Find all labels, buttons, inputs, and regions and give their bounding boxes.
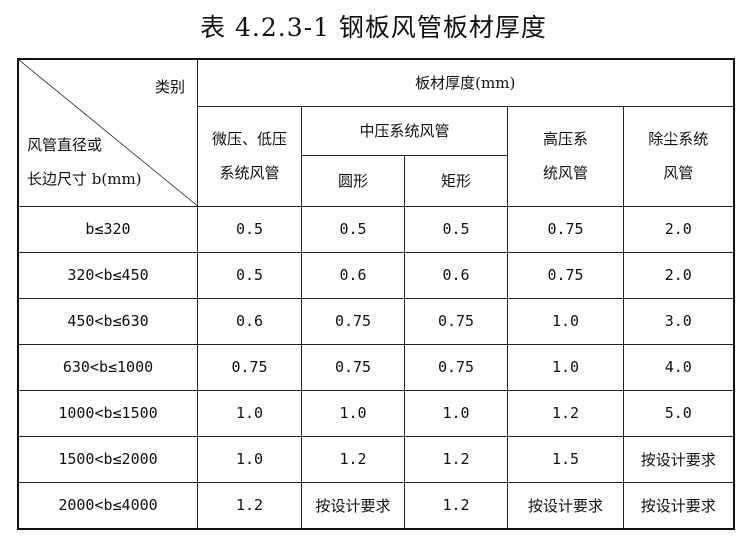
diagonal-line bbox=[19, 60, 197, 206]
dust-removal-header: 除尘系统风管 bbox=[623, 105, 734, 207]
high-pressure-cell: 按设计要求 bbox=[507, 481, 624, 529]
medium-round-cell: 0.75 bbox=[301, 297, 405, 345]
high-pressure-cell: 1.5 bbox=[507, 435, 624, 483]
medium-round-cell: 0.5 bbox=[301, 205, 405, 253]
dust-removal-cell: 按设计要求 bbox=[623, 435, 734, 483]
diagonal-header-cell: 类别 风管直径或 长边尺寸 b(mm) bbox=[17, 58, 198, 207]
size-range-cell: 2000<b≤4000 bbox=[17, 481, 198, 529]
size-range-cell: 1500<b≤2000 bbox=[17, 435, 198, 483]
size-range-cell: 450<b≤630 bbox=[17, 297, 198, 345]
dust-removal-cell: 4.0 bbox=[623, 343, 734, 391]
table-title: 表 4.2.3-1 钢板风管板材厚度 bbox=[200, 13, 547, 42]
steel-duct-thickness-table: 类别 风管直径或 长边尺寸 b(mm) 板材厚度(mm) 微压、低压系统风管 中… bbox=[17, 58, 735, 530]
table-row: 1500<b≤2000 1.0 1.2 1.2 1.5 按设计要求 bbox=[17, 435, 734, 483]
medium-rect-cell: 0.5 bbox=[404, 205, 508, 253]
dust-removal-cell: 2.0 bbox=[623, 251, 734, 299]
dust-removal-cell: 2.0 bbox=[623, 205, 734, 253]
high-pressure-cell: 1.0 bbox=[507, 297, 624, 345]
dust-removal-cell: 按设计要求 bbox=[623, 481, 734, 529]
medium-round-cell: 按设计要求 bbox=[301, 481, 405, 529]
table-row: 1000<b≤1500 1.0 1.0 1.0 1.2 5.0 bbox=[17, 389, 734, 437]
rect-header: 矩形 bbox=[404, 154, 508, 207]
size-range-cell: 1000<b≤1500 bbox=[17, 389, 198, 437]
low-pressure-header: 微压、低压系统风管 bbox=[197, 105, 302, 207]
low-pressure-cell: 1.0 bbox=[197, 389, 302, 437]
medium-rect-cell: 0.75 bbox=[404, 343, 508, 391]
size-range-cell: b≤320 bbox=[17, 205, 198, 253]
table-row: 2000<b≤4000 1.2 按设计要求 1.2 按设计要求 按设计要求 bbox=[17, 481, 734, 529]
size-range-cell: 320<b≤450 bbox=[17, 251, 198, 299]
dust-removal-cell: 5.0 bbox=[623, 389, 734, 437]
low-pressure-cell: 1.0 bbox=[197, 435, 302, 483]
table-row: 630<b≤1000 0.75 0.75 0.75 1.0 4.0 bbox=[17, 343, 734, 391]
medium-round-cell: 1.2 bbox=[301, 435, 405, 483]
round-header: 圆形 bbox=[301, 154, 405, 207]
low-pressure-cell: 1.2 bbox=[197, 481, 302, 529]
medium-rect-cell: 0.75 bbox=[404, 297, 508, 345]
table-row: 450<b≤630 0.6 0.75 0.75 1.0 3.0 bbox=[17, 297, 734, 345]
row-label-line-1: 风管直径或 bbox=[27, 135, 103, 154]
high-pressure-cell: 1.2 bbox=[507, 389, 624, 437]
category-label: 类别 bbox=[154, 78, 185, 96]
medium-pressure-header: 中压系统风管 bbox=[301, 105, 508, 156]
medium-round-cell: 0.75 bbox=[301, 343, 405, 391]
row-label-line-2: 长边尺寸 b(mm) bbox=[27, 169, 142, 188]
medium-rect-cell: 0.6 bbox=[404, 251, 508, 299]
medium-round-cell: 1.0 bbox=[301, 389, 405, 437]
medium-rect-cell: 1.2 bbox=[404, 435, 508, 483]
dust-removal-cell: 3.0 bbox=[623, 297, 734, 345]
high-pressure-cell: 1.0 bbox=[507, 343, 624, 391]
table-row: 320<b≤450 0.5 0.6 0.6 0.75 2.0 bbox=[17, 251, 734, 299]
high-pressure-header: 高压系统风管 bbox=[507, 105, 624, 207]
medium-round-cell: 0.6 bbox=[301, 251, 405, 299]
table-row: b≤320 0.5 0.5 0.5 0.75 2.0 bbox=[17, 205, 734, 253]
high-pressure-cell: 0.75 bbox=[507, 205, 624, 253]
low-pressure-cell: 0.5 bbox=[197, 205, 302, 253]
low-pressure-cell: 0.5 bbox=[197, 251, 302, 299]
high-pressure-cell: 0.75 bbox=[507, 251, 624, 299]
thickness-header: 板材厚度(mm) bbox=[197, 58, 734, 107]
size-range-cell: 630<b≤1000 bbox=[17, 343, 198, 391]
low-pressure-cell: 0.6 bbox=[197, 297, 302, 345]
medium-rect-cell: 1.0 bbox=[404, 389, 508, 437]
low-pressure-cell: 0.75 bbox=[197, 343, 302, 391]
medium-rect-cell: 1.2 bbox=[404, 481, 508, 529]
